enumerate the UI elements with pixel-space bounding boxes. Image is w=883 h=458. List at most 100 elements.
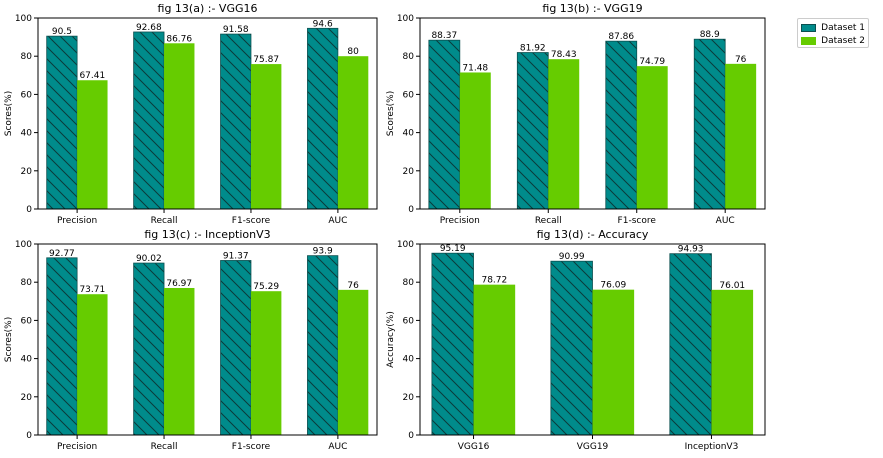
y-tick-label: 60 xyxy=(21,90,33,100)
legend-entry-dataset-1: Dataset 1 xyxy=(801,21,865,34)
y-axis-label: Accuracy(%) xyxy=(386,311,396,368)
bar-dataset-2 xyxy=(548,59,580,209)
y-tick-label: 100 xyxy=(15,14,32,24)
legend-swatch-dataset-1 xyxy=(801,23,817,32)
data-label: 91.58 xyxy=(223,25,249,35)
y-tick-label: 20 xyxy=(21,167,33,177)
bar-dataset-2 xyxy=(77,80,108,209)
y-tick-label: 20 xyxy=(403,167,415,177)
data-label: 90.99 xyxy=(559,252,585,262)
x-tick-label: F1-score xyxy=(232,442,271,452)
bar-dataset-1 xyxy=(46,257,78,436)
y-tick-label: 80 xyxy=(21,52,33,62)
bar-dataset-1 xyxy=(605,40,638,210)
plot-frame xyxy=(419,17,766,210)
y-tick-label: 0 xyxy=(408,431,414,441)
bar-dataset-1 xyxy=(516,52,549,210)
data-label: 90.02 xyxy=(136,254,162,264)
data-label: 94.93 xyxy=(678,245,704,255)
data-label: 76.97 xyxy=(166,279,192,289)
x-tick-label: Recall xyxy=(151,216,178,226)
bar-dataset-1 xyxy=(133,262,165,436)
data-label: 75.29 xyxy=(253,282,279,292)
x-tick-label: Recall xyxy=(535,216,562,226)
data-label: 88.9 xyxy=(700,30,720,40)
y-tick-label: 20 xyxy=(403,393,415,403)
x-tick-label: Recall xyxy=(151,442,178,452)
x-tick-label: InceptionV3 xyxy=(685,442,739,452)
y-tick-label: 40 xyxy=(21,355,33,365)
panel-3: fig 13(c) :- InceptionV3 Scores(%) 0 20 40 60… xyxy=(4,228,378,452)
plot-frame xyxy=(37,243,378,436)
bar-dataset-2 xyxy=(711,289,754,435)
y-tick-label: 0 xyxy=(26,205,32,215)
bar-dataset-1 xyxy=(307,27,339,210)
bar-dataset-1 xyxy=(431,252,474,436)
bar-dataset-2 xyxy=(164,287,195,435)
data-label: 92.77 xyxy=(49,249,75,259)
y-tick-label: 20 xyxy=(21,393,33,403)
x-tick-label: AUC xyxy=(716,216,735,226)
y-axis-label: Scores(%) xyxy=(4,317,14,362)
data-label: 76 xyxy=(347,281,359,291)
x-tick-label: AUC xyxy=(328,216,347,226)
bar-dataset-1 xyxy=(133,31,165,210)
y-tick-label: 0 xyxy=(408,205,414,215)
y-tick-label: 40 xyxy=(403,355,415,365)
y-tick-label: 80 xyxy=(21,278,33,288)
y-tick-label: 60 xyxy=(21,316,33,326)
x-tick-label: F1-score xyxy=(232,216,271,226)
x-tick-label: Precision xyxy=(57,442,97,452)
data-label: 73.71 xyxy=(79,285,105,295)
x-tick-label: Precision xyxy=(440,216,480,226)
y-tick-label: 80 xyxy=(403,52,415,62)
data-label: 76.01 xyxy=(719,281,745,291)
panel-title: fig 13(b) :- VGG19 xyxy=(542,2,642,15)
bar-dataset-2 xyxy=(725,63,757,210)
x-tick-label: VGG16 xyxy=(458,442,490,452)
bar-dataset-1 xyxy=(220,260,252,436)
legend-label-dataset-2: Dataset 2 xyxy=(821,35,865,46)
y-axis-label: Scores(%) xyxy=(4,91,14,136)
panel-title: fig 13(c) :- InceptionV3 xyxy=(144,228,270,241)
legend-swatch-dataset-2 xyxy=(801,36,817,45)
data-label: 90.5 xyxy=(52,27,72,37)
y-tick-label: 60 xyxy=(403,316,415,326)
data-label: 76 xyxy=(735,55,747,65)
data-label: 92.68 xyxy=(136,23,162,33)
data-label: 94.6 xyxy=(313,19,333,29)
data-label: 76.09 xyxy=(600,281,626,291)
panel-2: fig 13(b) :- VGG19 Scores(%) 0 20 40 60 80 100 8… xyxy=(386,2,766,226)
bar-dataset-2 xyxy=(164,43,195,210)
y-tick-label: 0 xyxy=(26,431,32,441)
data-label: 75.87 xyxy=(253,55,279,65)
x-tick-label: VGG19 xyxy=(577,442,609,452)
panel-1: fig 13(a) :- VGG16 Scores(%) 0 20 40 60 80 100 9… xyxy=(4,2,378,226)
bar-dataset-2 xyxy=(250,291,282,435)
bar-dataset-2 xyxy=(77,294,108,435)
y-tick-label: 100 xyxy=(15,240,32,250)
panel-title: fig 13(d) :- Accuracy xyxy=(537,228,649,241)
x-tick-label: F1-score xyxy=(618,216,657,226)
legend-label-dataset-1: Dataset 1 xyxy=(821,22,865,33)
panel-title: fig 13(a) :- VGG16 xyxy=(158,2,258,15)
x-tick-label: Precision xyxy=(57,216,97,226)
y-tick-label: 40 xyxy=(403,129,415,139)
y-tick-label: 60 xyxy=(403,90,415,100)
plot-frame xyxy=(419,243,766,436)
x-tick-label: AUC xyxy=(328,442,347,452)
bar-dataset-2 xyxy=(592,289,635,435)
y-tick-label: 40 xyxy=(21,129,33,139)
bar-dataset-1 xyxy=(550,260,593,436)
bar-dataset-1 xyxy=(693,38,726,210)
y-tick-label: 100 xyxy=(397,240,414,250)
data-label: 93.9 xyxy=(313,247,333,257)
legend-entry-dataset-2: Dataset 2 xyxy=(801,34,865,47)
data-label: 86.76 xyxy=(166,34,192,44)
bar-dataset-2 xyxy=(337,289,369,435)
legend: Dataset 1 Dataset 2 xyxy=(797,18,869,48)
data-label: 91.37 xyxy=(223,251,249,261)
bar-dataset-2 xyxy=(473,284,516,435)
bar-dataset-2 xyxy=(250,64,282,209)
